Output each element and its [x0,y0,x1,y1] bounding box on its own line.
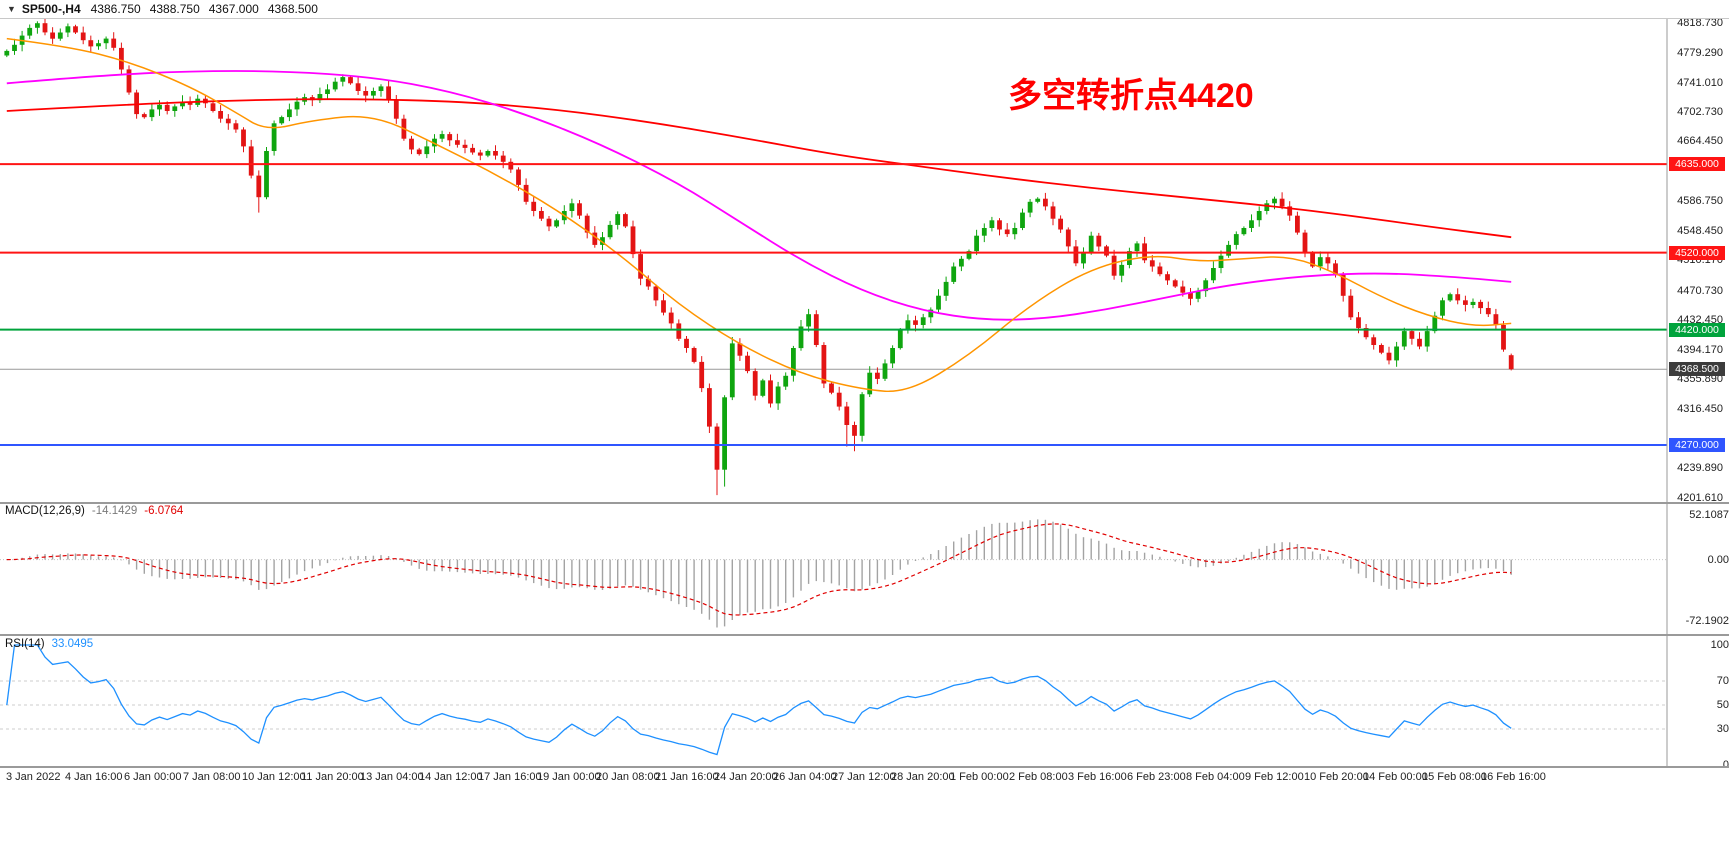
ma-line-fast-orange [6,37,1512,393]
ohlc-open-value: 4386.750 [90,2,141,16]
panel-divider-rsi-timeaxis[interactable] [0,766,1729,768]
ohlc-high-value: 4388.750 [149,2,200,16]
rsi-name: RSI(14) [5,638,45,650]
ohlc-low-value: 4367.000 [208,2,259,16]
ma-line-mid-magenta [6,70,1512,321]
macd-indicator-label: MACD(12,26,9) -14.1429 -6.0764 [5,505,183,517]
macd-signal-value: -6.0764 [144,505,184,517]
chart-annotation-text: 多空转折点4420 [1008,77,1254,115]
rsi-value: 33.0495 [51,638,94,650]
macd-signal-line [6,523,1512,616]
price-chart-canvas[interactable] [0,0,1729,790]
panel-divider-main-macd[interactable] [0,502,1729,504]
rsi-indicator-label: RSI(14) 33.0495 [5,638,93,650]
ohlc-close-value: 4368.500 [267,2,318,16]
symbol-timeframe-label: SP500-,H4 [21,2,81,16]
macd-main-value: -14.1429 [91,505,138,517]
collapse-ohlc-icon[interactable]: ▼ [7,4,16,14]
macd-name: MACD(12,26,9) [5,505,85,517]
chart-header: ▼ SP500-,H4 4386.750 4388.750 4367.000 4368.5… [0,0,1729,19]
panel-divider-macd-rsi[interactable] [0,634,1729,636]
rsi-line [6,644,1512,756]
ma-line-slow-red [6,98,1512,239]
